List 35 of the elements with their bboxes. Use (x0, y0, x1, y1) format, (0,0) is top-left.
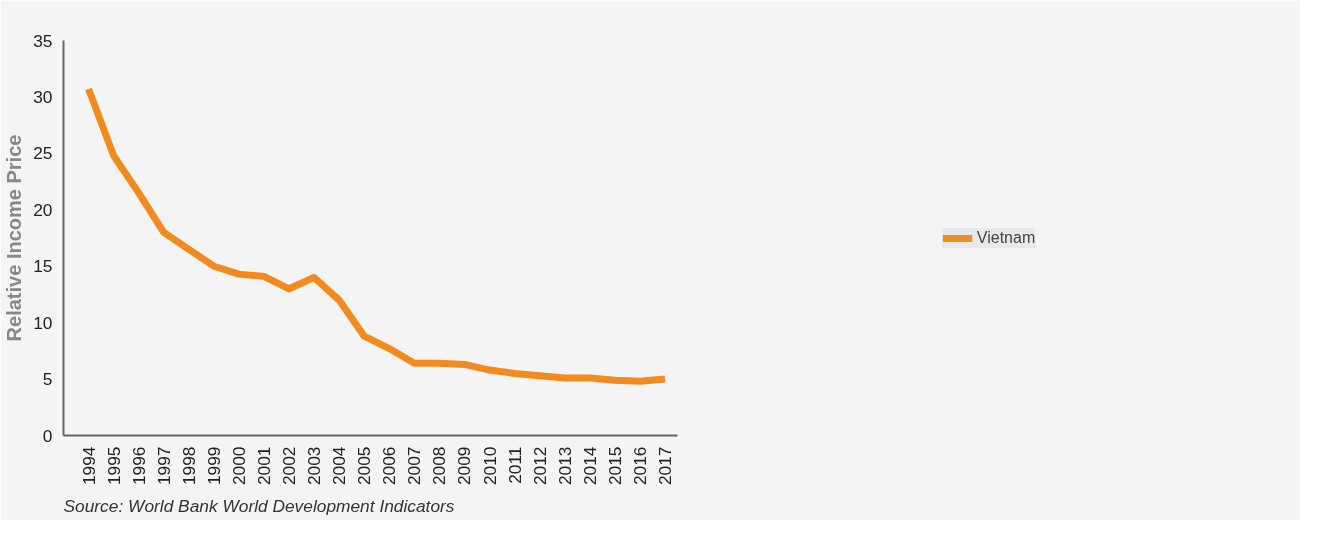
source-note: Source: World Bank World Development Indicators (63, 495, 455, 516)
y-tick-label: 10 (33, 312, 53, 333)
x-tick-label: 2000 (228, 446, 249, 486)
x-tick-label: 2011 (504, 446, 525, 484)
x-tick-label: 2002 (279, 446, 300, 486)
x-tick-label: 2007 (404, 446, 425, 486)
y-axis-title: Relative Income Price (3, 134, 26, 342)
x-tick-label: 2005 (354, 446, 375, 486)
x-tick-label: 2006 (379, 446, 400, 486)
x-tick-label: 2010 (479, 446, 500, 486)
y-tick-label: 35 (33, 30, 53, 51)
legend-label: Vietnam (976, 228, 1036, 247)
x-tick-label: 2014 (579, 446, 600, 486)
y-tick-label: 5 (42, 369, 53, 390)
x-tick-label: 1996 (128, 446, 149, 486)
x-tick-label: 2013 (554, 446, 575, 486)
x-tick-label: 1998 (178, 446, 199, 486)
y-tick-label: 25 (33, 143, 53, 164)
y-tick-label: 0 (42, 425, 53, 446)
x-tick-label: 2004 (329, 446, 350, 486)
y-tick-label: 20 (33, 199, 53, 220)
x-tick-label: 1995 (103, 446, 124, 486)
x-tick-label: 2012 (529, 446, 550, 486)
x-tick-label: 2015 (604, 446, 625, 486)
x-tick-label: 2009 (454, 446, 475, 486)
x-tick-label: 2008 (429, 446, 450, 486)
x-tick-label: 1997 (153, 446, 174, 486)
x-tick-label: 1999 (203, 446, 224, 486)
x-tick-label: 2003 (304, 446, 325, 486)
y-tick-label: 15 (33, 256, 53, 277)
y-tick-label: 30 (33, 86, 53, 107)
x-tick-label: 1994 (78, 446, 99, 486)
x-tick-label: 2016 (629, 446, 650, 486)
x-tick-label: 2017 (654, 446, 675, 486)
x-tick-label: 2001 (253, 446, 274, 486)
